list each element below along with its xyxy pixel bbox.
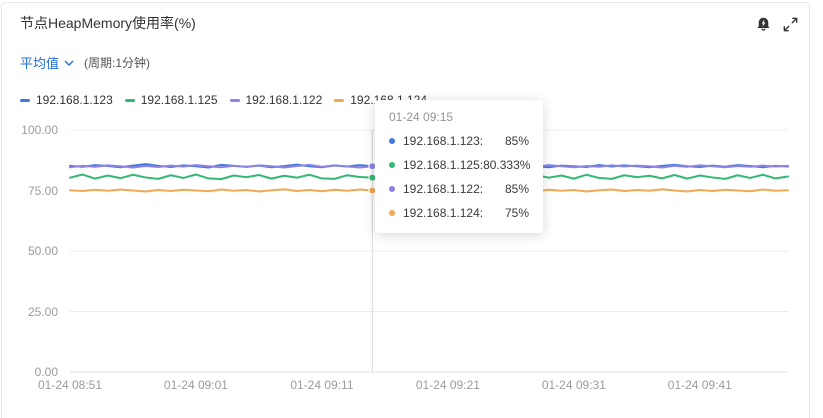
expand-icon[interactable] bbox=[782, 16, 799, 33]
y-axis-tick-label: 25.00 bbox=[27, 304, 58, 319]
tooltip-series-label: 192.168.1.123: bbox=[403, 134, 484, 148]
chevron-down-icon bbox=[64, 60, 74, 66]
tooltip-series-value: 80.333% bbox=[483, 158, 531, 172]
legend-marker-icon bbox=[229, 98, 240, 102]
chart-tooltip: 01-24 09:15 192.168.1.123: 85% 192.168.1.1… bbox=[375, 100, 543, 233]
legend-label: 192.168.1.125 bbox=[140, 93, 218, 107]
chart-title: 节点HeapMemory使用率(%) bbox=[20, 15, 196, 31]
legend-label: 192.168.1.122 bbox=[245, 93, 323, 107]
period-label: (周期:1分钟) bbox=[84, 56, 151, 70]
y-axis-tick-label: 75.00 bbox=[27, 183, 58, 198]
series-dot-icon bbox=[389, 186, 395, 192]
tooltip-series-value: 75% bbox=[504, 206, 529, 220]
y-axis-tick-label: 50.00 bbox=[27, 244, 58, 258]
legend-marker-icon bbox=[20, 98, 30, 102]
tooltip-rows: 192.168.1.123: 85% 192.168.1.125: 80.333% 19… bbox=[389, 134, 531, 220]
tooltip-series-value: 85% bbox=[504, 182, 529, 196]
y-axis-tick-label: 0.00 bbox=[34, 365, 58, 379]
x-axis-tick-label: 01-24 09:21 bbox=[415, 378, 480, 392]
legend-item[interactable]: 192.168.1.122 bbox=[229, 93, 323, 107]
series-dot-icon bbox=[389, 138, 395, 144]
y-axis-tick-label: 100.00 bbox=[21, 123, 58, 137]
chart-controls: 平均值 (周期:1分钟) bbox=[20, 53, 150, 72]
tooltip-row: 192.168.1.122: 85% bbox=[389, 182, 529, 196]
legend-item[interactable]: 192.168.1.123 bbox=[20, 93, 113, 107]
legend-marker-icon bbox=[124, 98, 135, 102]
x-axis-tick-label: 01-24 09:11 bbox=[290, 378, 354, 392]
legend-item[interactable]: 192.168.1.125 bbox=[124, 93, 218, 107]
tooltip-timestamp: 01-24 09:15 bbox=[389, 110, 454, 124]
x-axis-tick-label: 01-24 09:01 bbox=[163, 378, 228, 392]
aggregation-label: 平均值 bbox=[20, 56, 60, 71]
aggregation-dropdown[interactable]: 平均值 bbox=[20, 53, 74, 72]
tooltip-row: 192.168.1.123: 85% bbox=[389, 134, 529, 148]
alarm-bell-icon[interactable] bbox=[755, 16, 772, 33]
tooltip-series-label: 192.168.1.124: bbox=[403, 206, 484, 220]
legend-marker-icon bbox=[334, 98, 345, 102]
series-dot-icon bbox=[389, 210, 395, 216]
tooltip-series-label: 192.168.1.122: bbox=[403, 182, 484, 196]
x-axis-tick-label: 01-24 08:51 bbox=[37, 378, 103, 392]
card-actions bbox=[755, 16, 799, 33]
x-axis-tick-label: 01-24 09:31 bbox=[541, 378, 606, 392]
series-dot-icon bbox=[389, 162, 395, 168]
tooltip-series-label: 192.168.1.125: bbox=[403, 158, 484, 172]
legend-label: 192.168.1.123 bbox=[36, 93, 113, 107]
x-axis-tick-label: 01-24 09:41 bbox=[667, 378, 732, 392]
tooltip-series-value: 85% bbox=[504, 134, 529, 148]
tooltip-row: 192.168.1.124: 75% bbox=[389, 206, 529, 220]
tooltip-row: 192.168.1.125: 80.333% bbox=[389, 158, 531, 172]
